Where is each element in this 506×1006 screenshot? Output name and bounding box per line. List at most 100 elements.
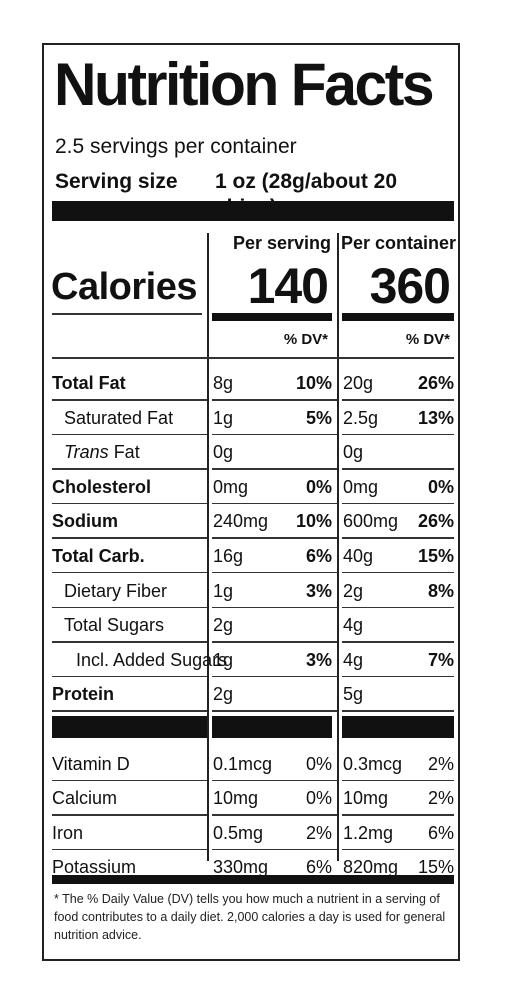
- container-dv: 8%: [427, 580, 454, 601]
- container-dv: 2%: [427, 753, 454, 774]
- calories-per-container: 360: [369, 258, 451, 314]
- row-divider: [342, 710, 454, 712]
- row-divider: [52, 814, 207, 816]
- serving-amount: 1g: [213, 407, 234, 428]
- row-divider: [342, 571, 454, 574]
- row-divider: [212, 779, 337, 782]
- container-amount: 4g: [343, 615, 364, 636]
- row-divider: [52, 537, 207, 539]
- nutrient-name: Trans Fat: [64, 442, 140, 463]
- nutrient-name: Incl. Added Sugars: [76, 649, 228, 670]
- row-divider: [52, 779, 207, 782]
- nutrient-row: Total Sugars 2g 4g: [44, 608, 462, 643]
- vitamin-row: Calcium 10mg 0% 10mg 2%: [44, 781, 462, 816]
- panel-title: Nutrition Facts: [54, 51, 435, 118]
- container-amount: 2.5g: [343, 407, 379, 428]
- separator-block: [52, 715, 207, 738]
- row-divider: [342, 399, 454, 401]
- row-divider: [52, 571, 207, 574]
- serving-amount: 16g: [213, 545, 244, 566]
- nutrient-row: Dietary Fiber 1g 3% 2g 8%: [44, 574, 462, 609]
- serving-amount: 1g: [213, 580, 234, 601]
- row-divider: [342, 779, 454, 782]
- nutrient-name: Cholesterol: [52, 476, 152, 497]
- vitamin-name: Vitamin D: [52, 753, 130, 774]
- container-dv: 6%: [427, 822, 454, 843]
- nutrient-name: Sodium: [52, 511, 118, 532]
- container-amount: 10mg: [343, 788, 389, 809]
- dv-header-serving: % DV*: [283, 331, 328, 348]
- container-amount: 40g: [343, 545, 374, 566]
- nutrient-row: Total Carb. 16g 6% 40g 15%: [44, 539, 462, 574]
- container-dv: 2%: [427, 788, 454, 809]
- row-divider: [212, 641, 337, 643]
- row-divider: [52, 399, 207, 401]
- row-divider: [52, 641, 207, 643]
- nutrient-name: Total Carb.: [52, 545, 145, 566]
- container-dv: 15%: [417, 857, 454, 878]
- separator-block: [342, 715, 454, 738]
- serving-amount: 0.1mcg: [213, 753, 273, 774]
- row-divider: [212, 433, 337, 436]
- row-divider: [212, 675, 337, 678]
- row-divider: [52, 710, 207, 712]
- nutrient-row: Saturated Fat 1g 5% 2.5g 13%: [44, 401, 462, 436]
- container-dv: 13%: [417, 407, 454, 428]
- serving-dv: 5%: [305, 407, 332, 428]
- container-amount: 5g: [343, 684, 364, 705]
- row-divider: [212, 814, 337, 816]
- row-divider: [342, 848, 454, 851]
- container-dv: 0%: [427, 476, 454, 497]
- nutrient-row: Cholesterol 0mg 0% 0mg 0%: [44, 470, 462, 505]
- serving-amount: 0.5mg: [213, 822, 264, 843]
- serving-dv: 0%: [305, 476, 332, 497]
- serving-amount: 0g: [213, 442, 234, 463]
- serving-amount: 2g: [213, 684, 234, 705]
- nutrient-row: Trans Fat 0g 0g: [44, 435, 462, 470]
- container-amount: 600mg: [343, 511, 399, 532]
- row-divider: [52, 848, 207, 851]
- serving-amount: 0mg: [213, 476, 249, 497]
- row-divider: [342, 641, 454, 643]
- serving-dv: 3%: [305, 580, 332, 601]
- serving-dv: 10%: [295, 373, 332, 393]
- serving-dv: 6%: [305, 857, 332, 878]
- container-amount: 2g: [343, 580, 364, 601]
- separator-block: [212, 715, 332, 738]
- row-divider: [212, 399, 337, 401]
- container-amount: 4g: [343, 649, 364, 670]
- serving-dv: 2%: [305, 822, 332, 843]
- container-dv: 7%: [427, 649, 454, 670]
- serving-amount: 1g: [213, 649, 234, 670]
- row-divider: [52, 468, 207, 470]
- serving-dv: 10%: [295, 511, 332, 532]
- nutrient-name: Total Sugars: [64, 615, 165, 636]
- row-divider: [342, 606, 454, 609]
- nutrient-row: Sodium 240mg 10% 600mg 26%: [44, 504, 462, 539]
- row-divider: [212, 571, 337, 574]
- serving-amount: 8g: [213, 373, 234, 393]
- calories-per-serving: 140: [247, 258, 329, 314]
- footnote: * The % Daily Value (DV) tells you how m…: [54, 892, 446, 942]
- servings-per-container: 2.5 servings per container: [55, 135, 297, 158]
- footer-divider: [52, 875, 454, 884]
- row-divider: [212, 468, 337, 470]
- per-serving-header: Per serving: [233, 233, 332, 253]
- container-amount: 0g: [343, 442, 364, 463]
- row-divider: [342, 675, 454, 678]
- nutrition-facts-panel: Nutrition Facts 2.5 servings per contain…: [42, 43, 460, 961]
- row-divider: [342, 468, 454, 470]
- serving-amount: 10mg: [213, 788, 259, 809]
- vitamin-name: Calcium: [52, 788, 118, 809]
- serving-dv: 0%: [305, 788, 332, 809]
- container-band: [342, 313, 454, 321]
- container-dv: 15%: [417, 545, 454, 566]
- container-amount: 1.2mg: [343, 822, 394, 843]
- container-dv: 26%: [417, 511, 454, 532]
- serving-dv: 0%: [305, 753, 332, 774]
- vitamin-name: Potassium: [52, 857, 137, 878]
- serving-dv: 3%: [305, 649, 332, 670]
- row-divider: [52, 433, 207, 436]
- row-divider: [212, 502, 337, 505]
- row-divider: [342, 537, 454, 539]
